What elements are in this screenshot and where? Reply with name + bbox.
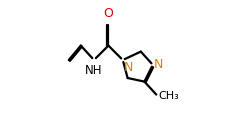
Text: N: N — [154, 58, 163, 71]
Text: O: O — [103, 7, 113, 20]
Text: CH₃: CH₃ — [159, 91, 180, 101]
Text: NH: NH — [85, 64, 103, 77]
Text: N: N — [124, 61, 133, 74]
